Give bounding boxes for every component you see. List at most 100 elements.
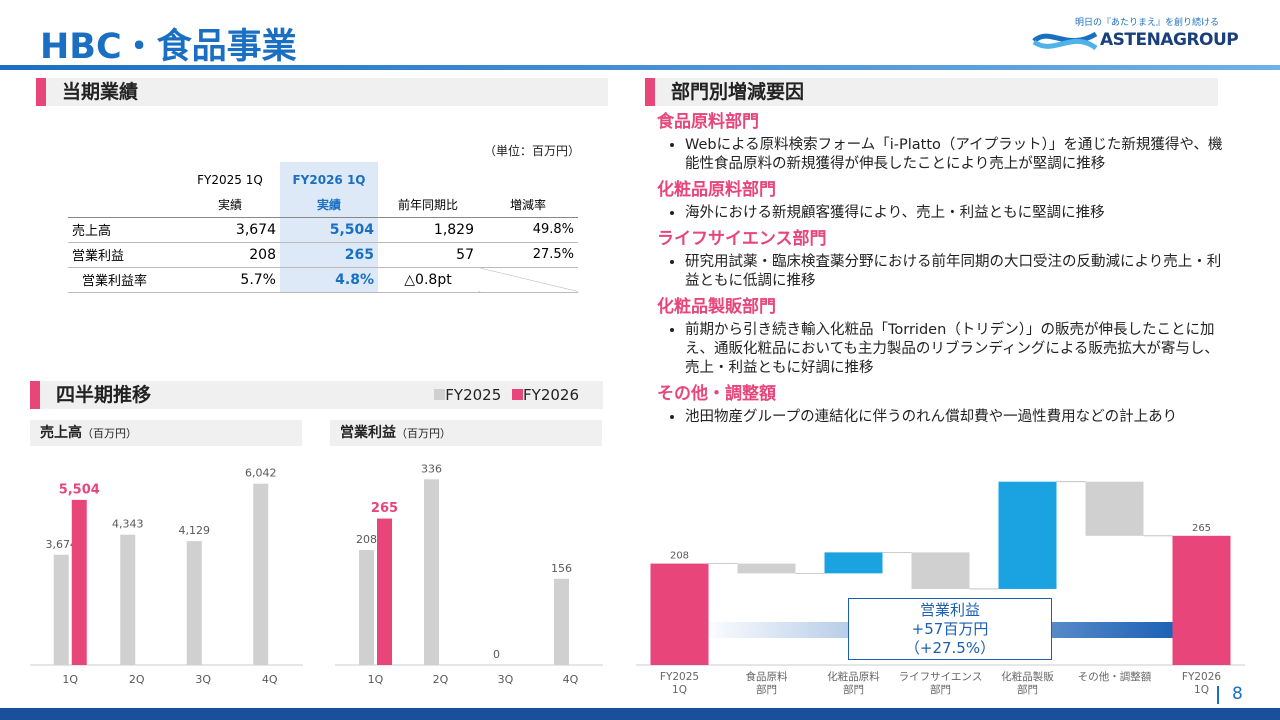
bar	[253, 483, 269, 665]
tagline: 明日の『あたりまえ』を創り続ける	[1075, 18, 1220, 28]
chart-title: 営業利益	[340, 425, 396, 441]
factor-title: その他・調整額	[657, 384, 776, 404]
bar	[424, 479, 439, 665]
chart-subtitle: （百万円）	[396, 427, 451, 440]
column-label: 増減率	[509, 197, 546, 212]
chart: 208 265 FY2025 1Q 食品原料 部門 化粧品原料 部門 ライフサイエンス 部…	[636, 470, 1256, 710]
bullet: 前期から引き続き輸入化粧品「Torriden（トリデン）」の販売が伸長したことに…	[685, 321, 1227, 378]
data-label: 156	[551, 562, 572, 575]
chart: 1Q 3,674 5,504 2Q 4,343 3Q 4,129 4Q 6,042	[30, 450, 305, 695]
legend-swatch	[434, 389, 446, 400]
bar	[998, 481, 1057, 589]
page-number: 8	[1232, 684, 1243, 704]
data-label: 3,674	[46, 538, 78, 551]
factor-title: ライフサイエンス部門	[657, 229, 827, 249]
annotation: （+27.5%）	[904, 639, 996, 657]
bar	[650, 563, 709, 665]
factor-title: 化粧品原料部門	[657, 180, 776, 200]
cell: 5,504	[329, 221, 374, 238]
factor-title: 化粧品製販部門	[657, 297, 776, 317]
factor-list: 食品原料部門 Webによる原料検索フォーム「i-Platto（アイプラット）」を通…	[657, 110, 1227, 431]
legend: FY2025 FY2026	[434, 381, 579, 409]
cell: △0.8pt	[404, 271, 452, 288]
x-tick-label: 3Q	[498, 673, 514, 686]
bar	[120, 534, 136, 665]
data-label: 336	[421, 462, 442, 475]
row-label: 営業利益率	[82, 274, 148, 289]
x-tick-label: FY2026 1Q	[1181, 671, 1222, 696]
x-tick-label: ライフサイエンス 部門	[898, 671, 983, 696]
page-rule	[1217, 686, 1219, 704]
x-tick-label: 4Q	[262, 673, 278, 686]
column-label: 前年同期比	[397, 197, 458, 212]
x-tick-label: 1Q	[368, 673, 384, 686]
chart-svg: 208 265	[636, 481, 1245, 666]
cell: 5.7%	[240, 271, 276, 288]
cell: 1,829	[433, 221, 474, 238]
section-title: 当期業績	[62, 81, 139, 103]
header-rule	[0, 65, 1280, 70]
cell: 27.5%	[532, 247, 574, 262]
bar	[911, 552, 970, 589]
bar	[377, 518, 392, 665]
x-tick-label: 2Q	[129, 673, 145, 686]
legend-swatch	[512, 389, 524, 400]
legend-label: FY2026	[523, 386, 579, 404]
column-label: 実績	[217, 197, 242, 212]
column-period: FY2026 1Q	[292, 172, 366, 187]
column-period: FY2025 1Q	[197, 172, 263, 187]
x-tick-label: その他・調整額	[1077, 671, 1152, 683]
x-tick-label: 4Q	[563, 673, 579, 686]
chart-svg: 1Q 208 265 2Q 336 3Q 0 4Q 156	[335, 462, 603, 686]
bar	[71, 499, 87, 665]
highlight-column	[280, 162, 378, 292]
x-tick-label: 2Q	[433, 673, 449, 686]
legend-label: FY2025	[445, 386, 502, 404]
logo-mark	[1032, 31, 1098, 51]
data-label: 4,343	[112, 518, 144, 531]
data-label: 6,042	[245, 467, 277, 480]
chart-header: 売上高（百万円）	[30, 420, 302, 446]
annotation-box: 営業利益 +57百万円 （+27.5%）	[848, 598, 1052, 660]
data-label: 0	[493, 648, 500, 661]
bullet-list: 前期から引き続き輸入化粧品「Torriden（トリデン）」の販売が伸長したことに…	[657, 321, 1227, 378]
cell: 3,674	[235, 221, 276, 238]
chart-header: 営業利益（百万円）	[330, 420, 602, 446]
chart-subtitle: （百万円）	[82, 427, 137, 440]
chart: 1Q 208 265 2Q 336 3Q 0 4Q 156	[335, 450, 605, 695]
section-header: 当期業績	[36, 78, 608, 106]
bar	[824, 552, 883, 574]
column-label: 実績	[316, 197, 341, 212]
row-label: 営業利益	[72, 249, 125, 264]
bullet-list: Webによる原料検索フォーム「i-Platto（アイプラット）」を通じた新規獲得…	[657, 136, 1227, 174]
x-tick-label: FY2025 1Q	[659, 671, 700, 696]
page-title: HBC・食品事業	[40, 27, 297, 67]
bar	[737, 563, 796, 574]
cell: 208	[249, 246, 276, 263]
x-tick-label: 化粧品原料 部門	[827, 671, 880, 696]
data-label: 208	[356, 533, 377, 546]
x-tick-label: 3Q	[195, 673, 211, 686]
empty-cell	[478, 267, 578, 292]
bullet: 研究用試薬・臨床検査薬分野における前年同期の大口受注の反動減により売上・利益とも…	[685, 253, 1227, 291]
bar	[186, 541, 202, 665]
bullet: Webによる原料検索フォーム「i-Platto（アイプラット）」を通じた新規獲得…	[685, 136, 1227, 174]
data-label: 208	[670, 551, 689, 562]
section-header: 四半期推移 FY2025 FY2026	[30, 381, 603, 409]
row-label: 売上高	[72, 224, 112, 239]
bullet: 海外における新規顧客獲得により、売上・利益ともに堅調に推移	[685, 204, 1227, 223]
cell: 49.8%	[532, 222, 574, 237]
data-label: 5,504	[59, 482, 100, 497]
x-tick-label: 食品原料 部門	[745, 671, 788, 696]
bullet-list: 池田物産グループの連結化に伴うのれん償却費や一過性費用などの計上あり	[657, 408, 1227, 427]
results-table: FY2025 1Q FY2026 1Q 実績 実績 前年同期比 増減率 売上高 …	[68, 167, 578, 293]
chart-title: 売上高	[40, 425, 82, 441]
data-label: 265	[371, 501, 398, 516]
bar	[53, 554, 69, 665]
section-title: 部門別増減要因	[671, 81, 805, 103]
bullet: 池田物産グループの連結化に伴うのれん償却費や一過性費用などの計上あり	[685, 408, 1227, 427]
cell: 265	[344, 246, 374, 263]
section-title: 四半期推移	[56, 384, 152, 406]
bullet-list: 海外における新規顧客獲得により、売上・利益ともに堅調に推移	[657, 204, 1227, 223]
